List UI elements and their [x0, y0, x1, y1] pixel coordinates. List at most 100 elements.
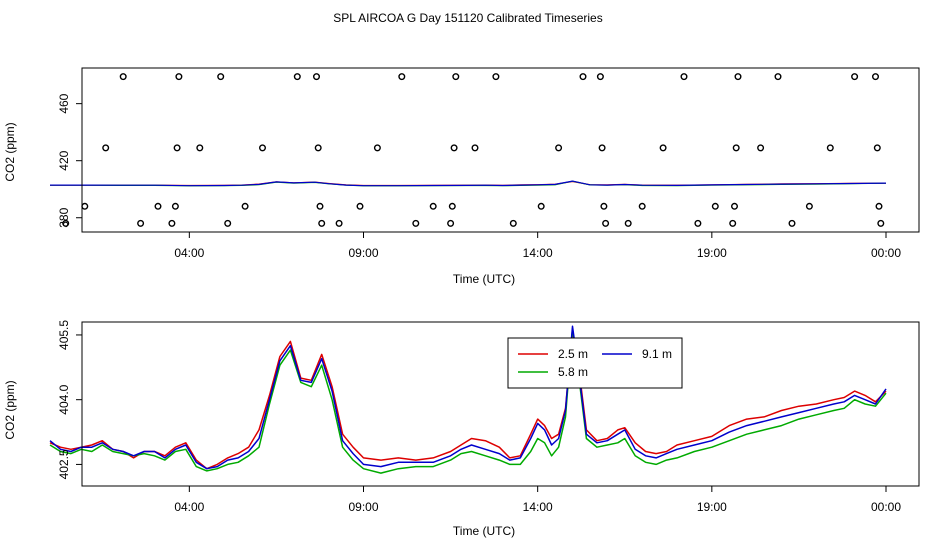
bottom-y-tick-label-2: 405.5 — [57, 320, 71, 350]
scatter-point-4 — [137, 219, 145, 227]
scatter-point-22 — [373, 144, 381, 152]
bottom-x-tick-label-2: 14:00 — [523, 500, 553, 514]
scatter-point-10 — [196, 144, 204, 152]
scatter-point-11 — [217, 73, 225, 81]
scatter-point-49 — [734, 73, 742, 81]
legend-box — [507, 337, 683, 389]
top-x-tick-label-2: 14:00 — [523, 246, 553, 260]
bottom-x-axis-label: Time (UTC) — [453, 524, 515, 538]
scatter-point-40 — [624, 219, 632, 227]
top-y-axis-label: CO2 (ppm) — [3, 122, 17, 181]
scatter-point-15 — [293, 73, 301, 81]
bottom-series-9-1-m — [49, 325, 887, 470]
legend-label-2-5m: 2.5 m — [558, 347, 588, 361]
legend: 2.5 m 5.8 m 9.1 m — [507, 337, 683, 389]
top-y-tick-label-1: 420 — [57, 150, 71, 170]
bottom-x-tick-label-3: 19:00 — [697, 500, 727, 514]
scatter-point-26 — [447, 219, 455, 227]
scatter-point-50 — [757, 144, 765, 152]
scatter-point-9 — [175, 73, 183, 81]
scatter-point-23 — [398, 73, 406, 81]
scatter-point-37 — [598, 144, 606, 152]
top-x-tick-label-1: 09:00 — [348, 246, 378, 260]
scatter-point-0 — [62, 219, 70, 227]
scatter-point-52 — [788, 219, 796, 227]
top-y-tick-label-0: 380 — [57, 207, 71, 227]
scatter-point-59 — [877, 219, 885, 227]
scatter-point-25 — [429, 202, 437, 210]
scatter-point-44 — [694, 219, 702, 227]
bottom-x-axis: 04:00 09:00 14:00 19:00 00:00 — [174, 485, 901, 514]
scatter-point-17 — [314, 144, 322, 152]
scatter-point-46 — [729, 219, 737, 227]
bottom-x-tick-label-1: 09:00 — [348, 500, 378, 514]
bottom-line-panel: 04:00 09:00 14:00 19:00 00:00 402.5 404.0 405.… — [3, 320, 920, 538]
scatter-point-3 — [119, 73, 127, 81]
scatter-point-48 — [732, 144, 740, 152]
scatter-point-21 — [356, 202, 364, 210]
scatter-point-47 — [731, 202, 739, 210]
scatter-point-54 — [826, 144, 834, 152]
scatter-point-33 — [537, 202, 545, 210]
top-x-tick-label-3: 19:00 — [697, 246, 727, 260]
scatter-point-1 — [81, 202, 89, 210]
bottom-series-5-8-m — [49, 327, 887, 474]
bottom-y-tick-label-0: 402.5 — [57, 449, 71, 479]
scatter-point-27 — [448, 202, 456, 210]
scatter-point-32 — [509, 219, 517, 227]
scatter-point-5 — [154, 202, 162, 210]
scatter-point-41 — [638, 202, 646, 210]
legend-label-9-1m: 9.1 m — [642, 347, 672, 361]
scatter-point-55 — [851, 73, 859, 81]
scatter-point-8 — [173, 144, 181, 152]
top-scatter-panel: 04:00 09:00 14:00 19:00 00:00 380 420 460 Time… — [3, 67, 920, 286]
top-x-tick-label-0: 04:00 — [174, 246, 204, 260]
scatter-point-29 — [452, 73, 460, 81]
bottom-y-tick-label-1: 404.0 — [57, 384, 71, 414]
scatter-point-7 — [171, 202, 179, 210]
bottom-series-lines — [49, 325, 887, 474]
scatter-point-31 — [492, 73, 500, 81]
top-series-9-1-m — [50, 180, 887, 187]
top-scatter-points — [62, 73, 885, 227]
scatter-point-12 — [224, 219, 232, 227]
legend-label-5-8m: 5.8 m — [558, 365, 588, 379]
top-x-axis: 04:00 09:00 14:00 19:00 00:00 — [174, 231, 901, 260]
bottom-series-2-5-m — [49, 329, 887, 470]
scatter-point-16 — [313, 73, 321, 81]
scatter-point-28 — [450, 144, 458, 152]
scatter-point-51 — [774, 73, 782, 81]
scatter-point-18 — [316, 202, 324, 210]
scatter-point-20 — [335, 219, 343, 227]
scatter-point-38 — [600, 202, 608, 210]
scatter-point-34 — [555, 144, 563, 152]
scatter-point-2 — [102, 144, 110, 152]
scatter-point-35 — [579, 73, 587, 81]
top-y-axis: 380 420 460 — [57, 93, 83, 228]
scatter-point-57 — [873, 144, 881, 152]
top-x-tick-label-4: 00:00 — [871, 246, 901, 260]
scatter-point-56 — [872, 73, 880, 81]
top-y-tick-label-2: 460 — [57, 93, 71, 113]
scatter-point-14 — [259, 144, 267, 152]
scatter-point-13 — [241, 202, 249, 210]
scatter-point-45 — [711, 202, 719, 210]
scatter-point-39 — [602, 219, 610, 227]
scatter-point-58 — [875, 202, 883, 210]
scatter-point-42 — [659, 144, 667, 152]
bottom-y-axis: 402.5 404.0 405.5 — [57, 320, 83, 479]
bottom-x-tick-label-4: 00:00 — [871, 500, 901, 514]
top-x-axis-label: Time (UTC) — [453, 272, 515, 286]
scatter-point-30 — [471, 144, 479, 152]
scatter-point-6 — [168, 219, 176, 227]
scatter-point-24 — [412, 219, 420, 227]
bottom-y-axis-label: CO2 (ppm) — [3, 380, 17, 439]
top-series-lines — [50, 180, 887, 187]
bottom-x-tick-label-0: 04:00 — [174, 500, 204, 514]
scatter-point-36 — [596, 73, 604, 81]
scatter-point-19 — [318, 219, 326, 227]
top-plot-frame — [81, 67, 920, 233]
scatter-point-43 — [680, 73, 688, 81]
scatter-point-53 — [805, 202, 813, 210]
